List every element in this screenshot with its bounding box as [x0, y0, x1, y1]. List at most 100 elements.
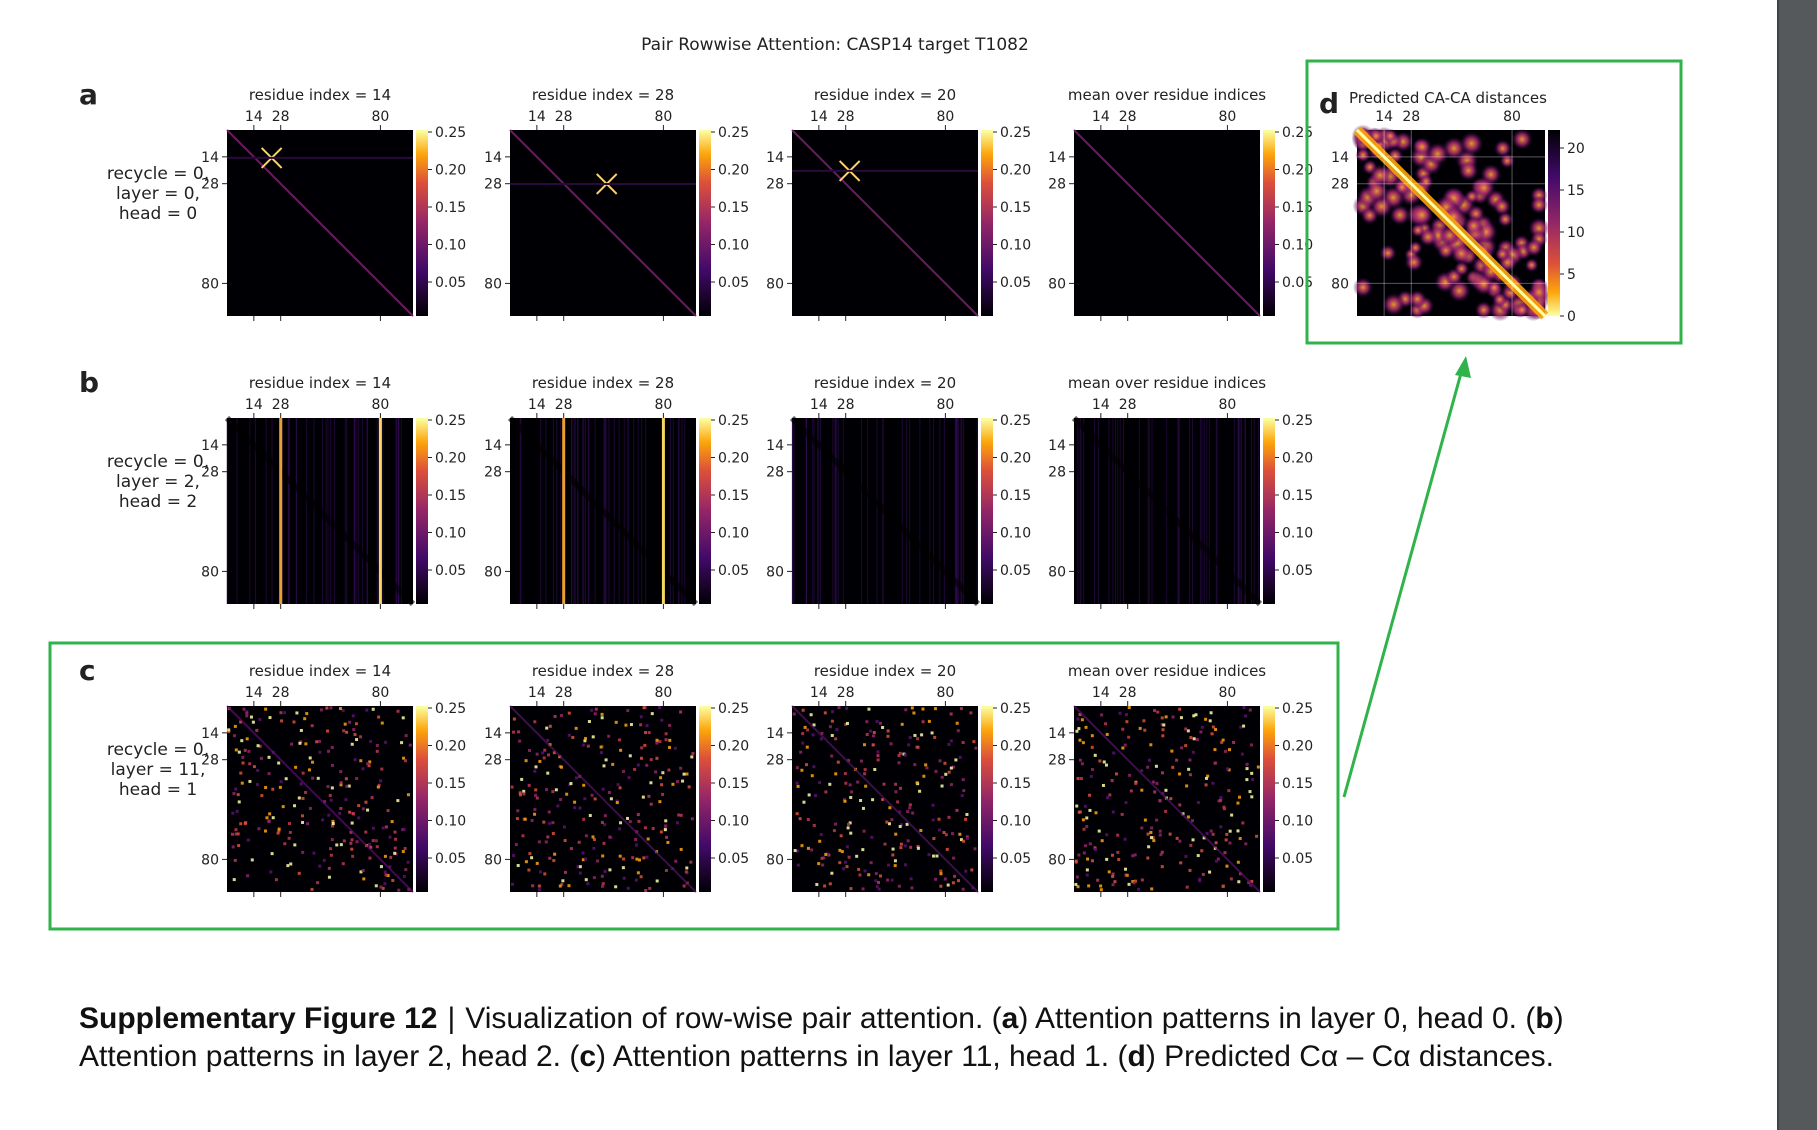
attention-dot — [801, 741, 805, 745]
attention-dot — [1117, 857, 1121, 861]
heatmap-c-1: residue index = 14 14 14 28 28 80 80 0.25 0.20 0.… — [201, 662, 466, 897]
colorbar-tick-label: 0.05 — [718, 275, 749, 291]
attention-dot — [1225, 832, 1229, 836]
attention-dot — [1094, 848, 1098, 852]
scrollbar[interactable] — [1779, 0, 1817, 1130]
attention-dot — [1134, 781, 1138, 785]
attention-dot — [567, 733, 571, 737]
caption-part-b: (b) Attention patterns in layer 2, head … — [79, 1002, 1564, 1073]
d-top-tick-label: 14 — [1375, 109, 1393, 125]
attention-dot — [316, 881, 320, 885]
attention-dot — [583, 739, 587, 743]
attention-dot — [1123, 743, 1127, 747]
attention-dot — [954, 758, 958, 762]
attention-dot — [946, 883, 950, 887]
attention-dot — [560, 765, 564, 769]
attention-dot — [1198, 877, 1202, 881]
attention-dot — [368, 856, 372, 860]
attention-dot — [234, 787, 238, 791]
attention-dot — [310, 887, 314, 891]
colorbar-tick-label: 0.20 — [435, 163, 466, 179]
attention-dot — [956, 729, 960, 733]
attention-dot — [1178, 707, 1182, 711]
attention-dot — [523, 817, 527, 821]
left-tick-label: 28 — [1048, 753, 1066, 769]
attention-dot — [966, 836, 970, 840]
attention-dot — [1164, 715, 1168, 719]
attention-dot — [561, 879, 565, 883]
attention-dot — [689, 860, 693, 864]
attention-dot — [1140, 788, 1144, 792]
attention-dot — [634, 878, 638, 882]
attention-dot — [611, 762, 615, 766]
attention-dot — [1102, 760, 1106, 764]
attention-dot — [1248, 790, 1252, 794]
attention-dot — [932, 836, 936, 840]
left-tick-label: 28 — [484, 465, 502, 481]
distance-blob — [1529, 195, 1549, 215]
attention-dot — [1191, 838, 1195, 842]
attention-dot — [1162, 723, 1166, 727]
attention-dot — [940, 784, 944, 788]
attention-dot — [1196, 854, 1200, 858]
attention-dot — [284, 777, 288, 781]
colorbar — [981, 418, 993, 604]
attention-dot — [353, 758, 357, 762]
attention-dot — [581, 858, 585, 862]
attention-dot — [1078, 738, 1082, 742]
attention-dot — [899, 846, 903, 850]
top-tick-label: 80 — [371, 685, 389, 701]
colorbar-tick-label: 0.20 — [435, 451, 466, 467]
attention-dot — [321, 818, 325, 822]
attention-dot — [1192, 714, 1196, 718]
attention-dot — [569, 847, 573, 851]
attention-dot — [922, 774, 926, 778]
attention-dot — [1110, 779, 1114, 783]
attention-dot — [883, 842, 887, 846]
attention-dot — [822, 856, 826, 860]
attention-dot — [394, 837, 398, 841]
attention-dot — [232, 878, 236, 882]
attention-dot — [294, 765, 298, 769]
attention-dot — [1146, 856, 1150, 860]
attention-dot — [1121, 746, 1125, 750]
attention-dot — [1160, 865, 1164, 869]
attention-dot — [380, 721, 384, 725]
attention-dot — [1127, 706, 1131, 710]
attention-dot — [552, 751, 556, 755]
attention-dot — [828, 725, 832, 729]
attention-dot — [1088, 793, 1092, 797]
attention-dot — [846, 822, 850, 826]
attention-dot — [898, 751, 902, 755]
attention-dot — [1175, 758, 1179, 762]
caption-separator: | — [447, 1002, 456, 1035]
attention-dot — [859, 798, 863, 802]
attention-dot — [640, 746, 644, 750]
attention-dot — [955, 808, 959, 812]
attention-dot — [247, 749, 251, 753]
attention-dot — [939, 872, 943, 876]
colorbar-tick-label: 0.10 — [1282, 238, 1313, 254]
colorbar-tick-label: 0.10 — [435, 238, 466, 254]
panel-title: residue index = 14 — [249, 86, 391, 104]
left-tick-label: 28 — [766, 177, 784, 193]
attention-dot — [811, 733, 815, 737]
attention-dot — [802, 800, 806, 804]
attention-dot — [1190, 819, 1194, 823]
top-tick-label: 14 — [245, 685, 263, 701]
attention-dot — [327, 749, 331, 753]
attention-dot — [339, 783, 343, 787]
attention-dot — [628, 754, 632, 758]
attention-dot — [1086, 857, 1090, 861]
attention-dot — [886, 729, 890, 733]
attention-dot — [804, 763, 808, 767]
attention-dot — [642, 706, 646, 710]
colorbar-tick-label: 0.20 — [718, 739, 749, 755]
attention-dot — [374, 884, 378, 888]
attention-dot — [903, 844, 907, 848]
attention-dot — [798, 817, 802, 821]
distance-blob — [1408, 240, 1423, 255]
attention-dot — [972, 740, 976, 744]
attention-dot — [362, 877, 366, 881]
